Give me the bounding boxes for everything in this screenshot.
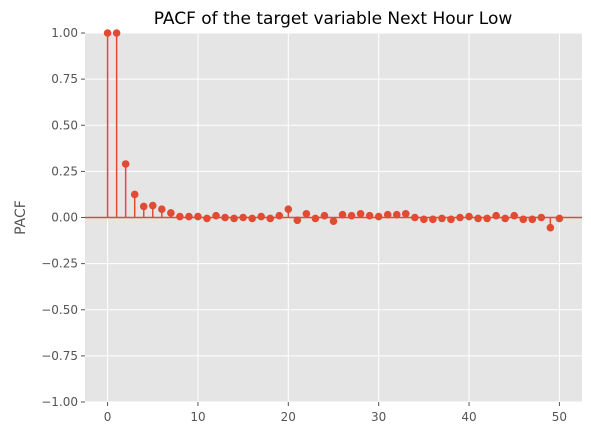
- stem-marker: [230, 214, 238, 223]
- stem-marker: [203, 214, 211, 223]
- y-tick-label: −1.00: [41, 395, 78, 409]
- stem-series: [85, 29, 582, 232]
- stem-marker: [284, 205, 293, 213]
- stem-marker: [537, 213, 546, 222]
- y-tick-label: 0.25: [51, 164, 78, 178]
- stem-marker: [555, 214, 564, 223]
- stem-marker: [411, 213, 419, 222]
- stem-marker: [239, 213, 247, 222]
- stem-marker: [121, 160, 130, 168]
- stem-marker: [347, 211, 356, 220]
- stem-marker: [546, 223, 555, 232]
- x-tick-label: 30: [371, 410, 386, 424]
- stem-marker: [148, 201, 157, 210]
- stem-marker: [139, 202, 148, 211]
- stem-marker: [456, 213, 464, 222]
- stem-marker: [438, 214, 446, 223]
- stem-marker: [293, 216, 302, 225]
- stem-marker: [501, 214, 509, 223]
- stem-marker: [212, 211, 220, 220]
- stem-marker: [221, 213, 229, 222]
- stem-marker: [266, 214, 275, 223]
- stem-marker: [483, 214, 491, 223]
- stem-marker: [112, 29, 121, 37]
- y-axis-title: PACF: [13, 200, 29, 235]
- chart-title: PACF of the target variable Next Hour Lo…: [154, 9, 513, 29]
- stem-marker: [474, 214, 482, 223]
- stem-marker: [365, 211, 374, 220]
- x-axis: 0 10 20 30 40 50: [104, 402, 567, 424]
- stem-marker: [510, 211, 519, 220]
- stem-marker: [519, 215, 528, 224]
- stem-marker: [420, 215, 428, 224]
- x-tick-label: 20: [281, 410, 296, 424]
- y-tick-label: −0.50: [41, 303, 78, 317]
- stem-marker: [302, 210, 311, 218]
- stem-marker: [392, 210, 401, 219]
- stem-marker: [465, 212, 473, 221]
- stem-marker: [338, 210, 347, 219]
- stem-marker: [528, 215, 537, 224]
- stem-marker: [248, 214, 256, 223]
- stem-marker: [194, 212, 202, 221]
- x-tick-label: 10: [190, 410, 205, 424]
- stem-marker: [429, 215, 437, 224]
- y-tick-label: 0.75: [51, 72, 78, 86]
- y-tick-label: 0.00: [51, 211, 78, 225]
- stem-marker: [447, 215, 455, 224]
- stem-marker: [103, 29, 112, 37]
- stem-marker: [130, 190, 139, 199]
- x-tick-label: 40: [461, 410, 476, 424]
- y-tick-label: −0.75: [41, 349, 78, 363]
- stem-marker: [176, 212, 184, 221]
- stem-marker: [492, 211, 500, 220]
- y-tick-label: −0.25: [41, 257, 78, 271]
- x-tick-label: 0: [104, 410, 112, 424]
- stem-marker: [275, 211, 284, 220]
- stem-marker: [311, 214, 320, 223]
- stem-marker: [167, 209, 175, 217]
- stem-marker: [158, 205, 166, 213]
- stem-marker: [374, 212, 383, 221]
- y-tick-label: 1.00: [51, 26, 78, 40]
- y-tick-label: 0.50: [51, 118, 78, 132]
- stem-marker: [401, 210, 410, 218]
- stem-marker: [383, 210, 392, 219]
- stem-marker: [257, 212, 266, 221]
- stem-marker: [329, 217, 338, 225]
- y-axis: −1.00 −0.75 −0.50 −0.25 0.00 0.25 0.50 0.75 1.00: [41, 26, 85, 409]
- stem-marker: [320, 211, 329, 220]
- x-tick-label: 50: [552, 410, 567, 424]
- stem-marker: [185, 212, 193, 221]
- stem-marker: [356, 210, 365, 218]
